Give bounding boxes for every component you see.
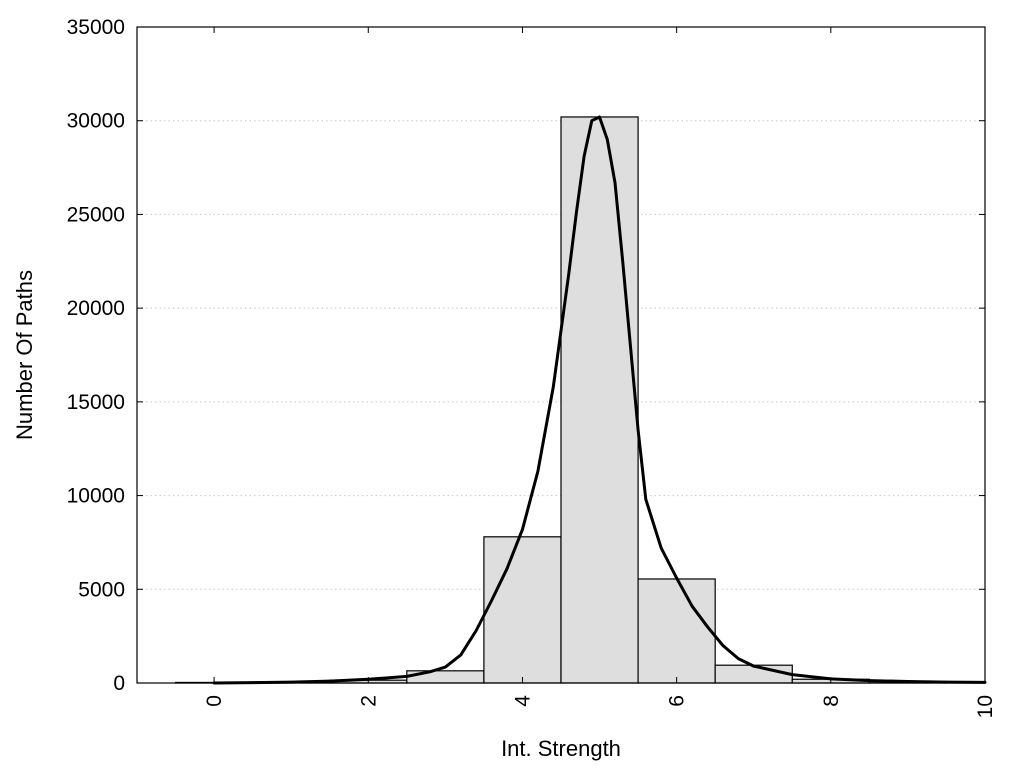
- x-tick-label: 0: [203, 695, 226, 707]
- bars-layer: [174, 116, 948, 684]
- y-tick-label: 25000: [67, 203, 125, 226]
- y-tick-label: 20000: [67, 297, 125, 320]
- y-tick-label: 5000: [78, 578, 125, 601]
- histogram-bar: [483, 536, 562, 684]
- x-tick-label: 6: [666, 695, 689, 707]
- histogram-bar: [714, 664, 793, 684]
- plot-frame: [136, 26, 986, 684]
- y-tick-label: 30000: [67, 110, 125, 133]
- x-axis-title: Int. Strength: [501, 736, 621, 761]
- y-tick-label: 0: [113, 672, 125, 695]
- fit-curve-line: [212, 115, 987, 685]
- y-tick-label: 15000: [67, 391, 125, 414]
- x-tick-label: 4: [511, 695, 534, 707]
- fit-curve-layer: [212, 115, 987, 685]
- histogram-bar: [637, 578, 716, 684]
- x-tick-label: 2: [357, 695, 380, 707]
- y-axis-title: Number Of Paths: [12, 270, 37, 440]
- y-axis: 0 5000 10000 15000 20000 25000 30000 35000: [67, 16, 985, 695]
- y-tick-label: 10000: [67, 485, 125, 508]
- y-tick-label: 35000: [67, 16, 125, 39]
- histogram-bar: [560, 116, 639, 684]
- x-tick-label: 8: [820, 695, 843, 707]
- x-axis: 0 2 4 6 8 10: [203, 27, 997, 718]
- x-tick-label: 10: [974, 695, 997, 718]
